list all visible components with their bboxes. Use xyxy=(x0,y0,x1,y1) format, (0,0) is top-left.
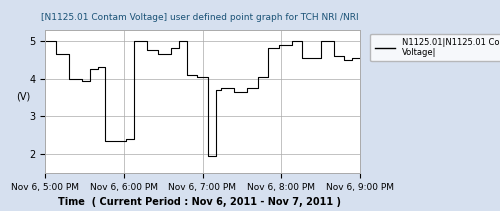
Y-axis label: (V): (V) xyxy=(16,91,30,101)
Text: Time  ( Current Period : Nov 6, 2011 - Nov 7, 2011 ): Time ( Current Period : Nov 6, 2011 - No… xyxy=(58,197,342,207)
Legend: N1125.01|N1125.01 Contam
Voltage|: N1125.01|N1125.01 Contam Voltage| xyxy=(370,34,500,61)
Text: [N1125.01 Contam Voltage] user defined point graph for TCH NRI /NRI: [N1125.01 Contam Voltage] user defined p… xyxy=(41,13,359,22)
